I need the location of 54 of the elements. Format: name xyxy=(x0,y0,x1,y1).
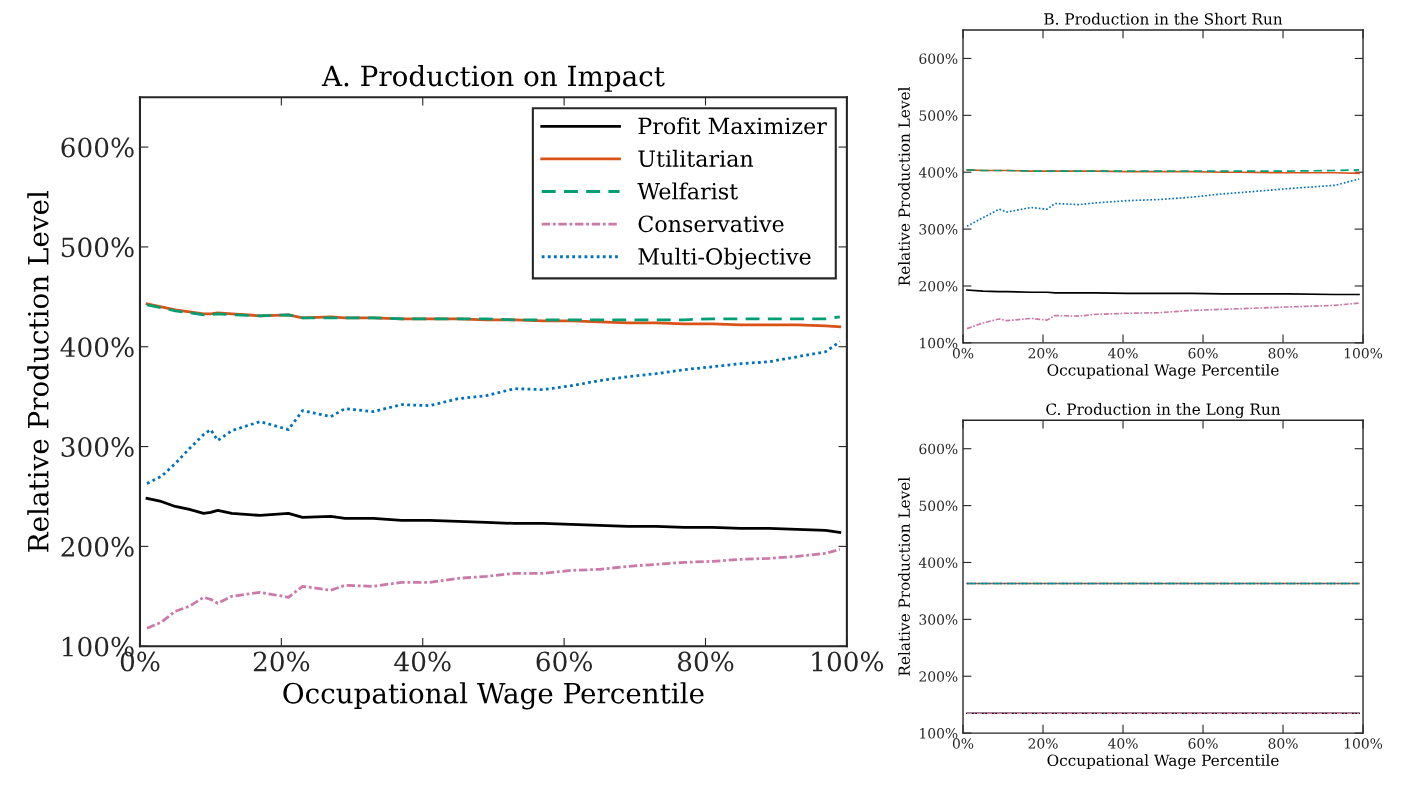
y-tick-label: 100% xyxy=(920,728,958,739)
x-tick-label: 20% xyxy=(1028,738,1058,749)
y-axis-title: Relative Production Level xyxy=(898,87,910,286)
y-tick-label: 500% xyxy=(919,500,958,512)
y-tick-label: 400% xyxy=(918,167,958,178)
x-tick-label: 100% xyxy=(812,651,884,672)
x-tick-label: 80% xyxy=(1268,738,1298,749)
y-tick-label: 300% xyxy=(919,224,958,235)
chart-title: C. Production in the Long Run xyxy=(1046,403,1281,419)
chart-title: A. Production on Impact xyxy=(321,64,665,92)
line-series xyxy=(145,548,842,630)
line-series xyxy=(145,497,842,534)
y-tick-label: 200% xyxy=(919,671,958,682)
y-axis-title: Relative Production Level xyxy=(27,190,49,552)
x-tick-label: 40% xyxy=(394,651,451,672)
line-series xyxy=(145,340,842,485)
x-axis-title: Occupational Wage Percentile xyxy=(1047,754,1279,770)
x-axis-title: Occupational Wage Percentile xyxy=(283,682,704,710)
legend-label: Multi-Objective xyxy=(638,247,811,270)
y-axis-title: Relative Production Level xyxy=(898,477,910,676)
line-series xyxy=(966,178,1360,228)
chart-title: B. Production in the Short Run xyxy=(1044,12,1283,25)
y-tick-label: 300% xyxy=(61,437,134,457)
legend-label: Welfarist xyxy=(637,182,738,200)
x-tick-label: 60% xyxy=(1188,347,1218,359)
x-tick-label: 20% xyxy=(253,651,310,672)
y-tick-label: 600% xyxy=(919,53,958,64)
y-tick-label: 200% xyxy=(919,280,958,292)
x-tick-label: 100% xyxy=(1344,347,1383,359)
x-tick-label: 20% xyxy=(1028,347,1058,359)
x-axis-title: Occupational Wage Percentile xyxy=(1047,363,1279,379)
x-tick-label: 0% xyxy=(952,347,974,359)
y-tick-label: 400% xyxy=(918,557,958,568)
y-tick-label: 200% xyxy=(61,536,134,557)
y-tick-label: 600% xyxy=(61,137,134,158)
y-tick-label: 100% xyxy=(920,337,958,349)
x-tick-label: 80% xyxy=(1268,347,1298,359)
x-tick-label: 60% xyxy=(536,651,592,672)
line-series xyxy=(966,302,1360,330)
x-tick-label: 40% xyxy=(1108,347,1138,359)
y-tick-label: 400% xyxy=(60,337,134,358)
x-tick-label: 80% xyxy=(677,651,734,672)
x-tick-label: 40% xyxy=(1108,738,1138,749)
legend-label: Conservative xyxy=(638,215,784,233)
x-tick-label: 60% xyxy=(1188,738,1218,749)
y-tick-label: 500% xyxy=(919,110,958,121)
legend-label: Utilitarian xyxy=(638,149,754,167)
y-tick-label: 500% xyxy=(61,237,134,258)
y-tick-label: 600% xyxy=(919,443,958,455)
x-tick-label: 100% xyxy=(1344,738,1383,749)
legend-label: Profit Maximizer xyxy=(638,117,827,135)
line-series xyxy=(145,303,842,322)
y-tick-label: 300% xyxy=(919,614,958,625)
x-tick-label: 0% xyxy=(952,738,974,749)
